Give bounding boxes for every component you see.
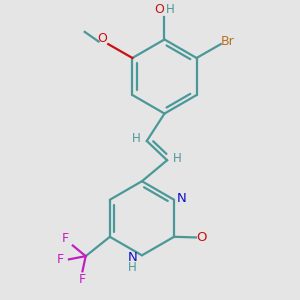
Text: H: H	[128, 261, 137, 274]
Text: O: O	[154, 3, 164, 16]
Text: O: O	[98, 32, 107, 45]
Text: N: N	[128, 251, 137, 264]
Text: N: N	[177, 192, 187, 205]
Text: O: O	[196, 231, 207, 244]
Text: F: F	[62, 232, 69, 244]
Text: H: H	[132, 132, 140, 145]
Text: F: F	[57, 253, 64, 266]
Text: Br: Br	[221, 35, 235, 48]
Text: H: H	[166, 3, 175, 16]
Text: H: H	[173, 152, 182, 165]
Text: F: F	[79, 273, 86, 286]
